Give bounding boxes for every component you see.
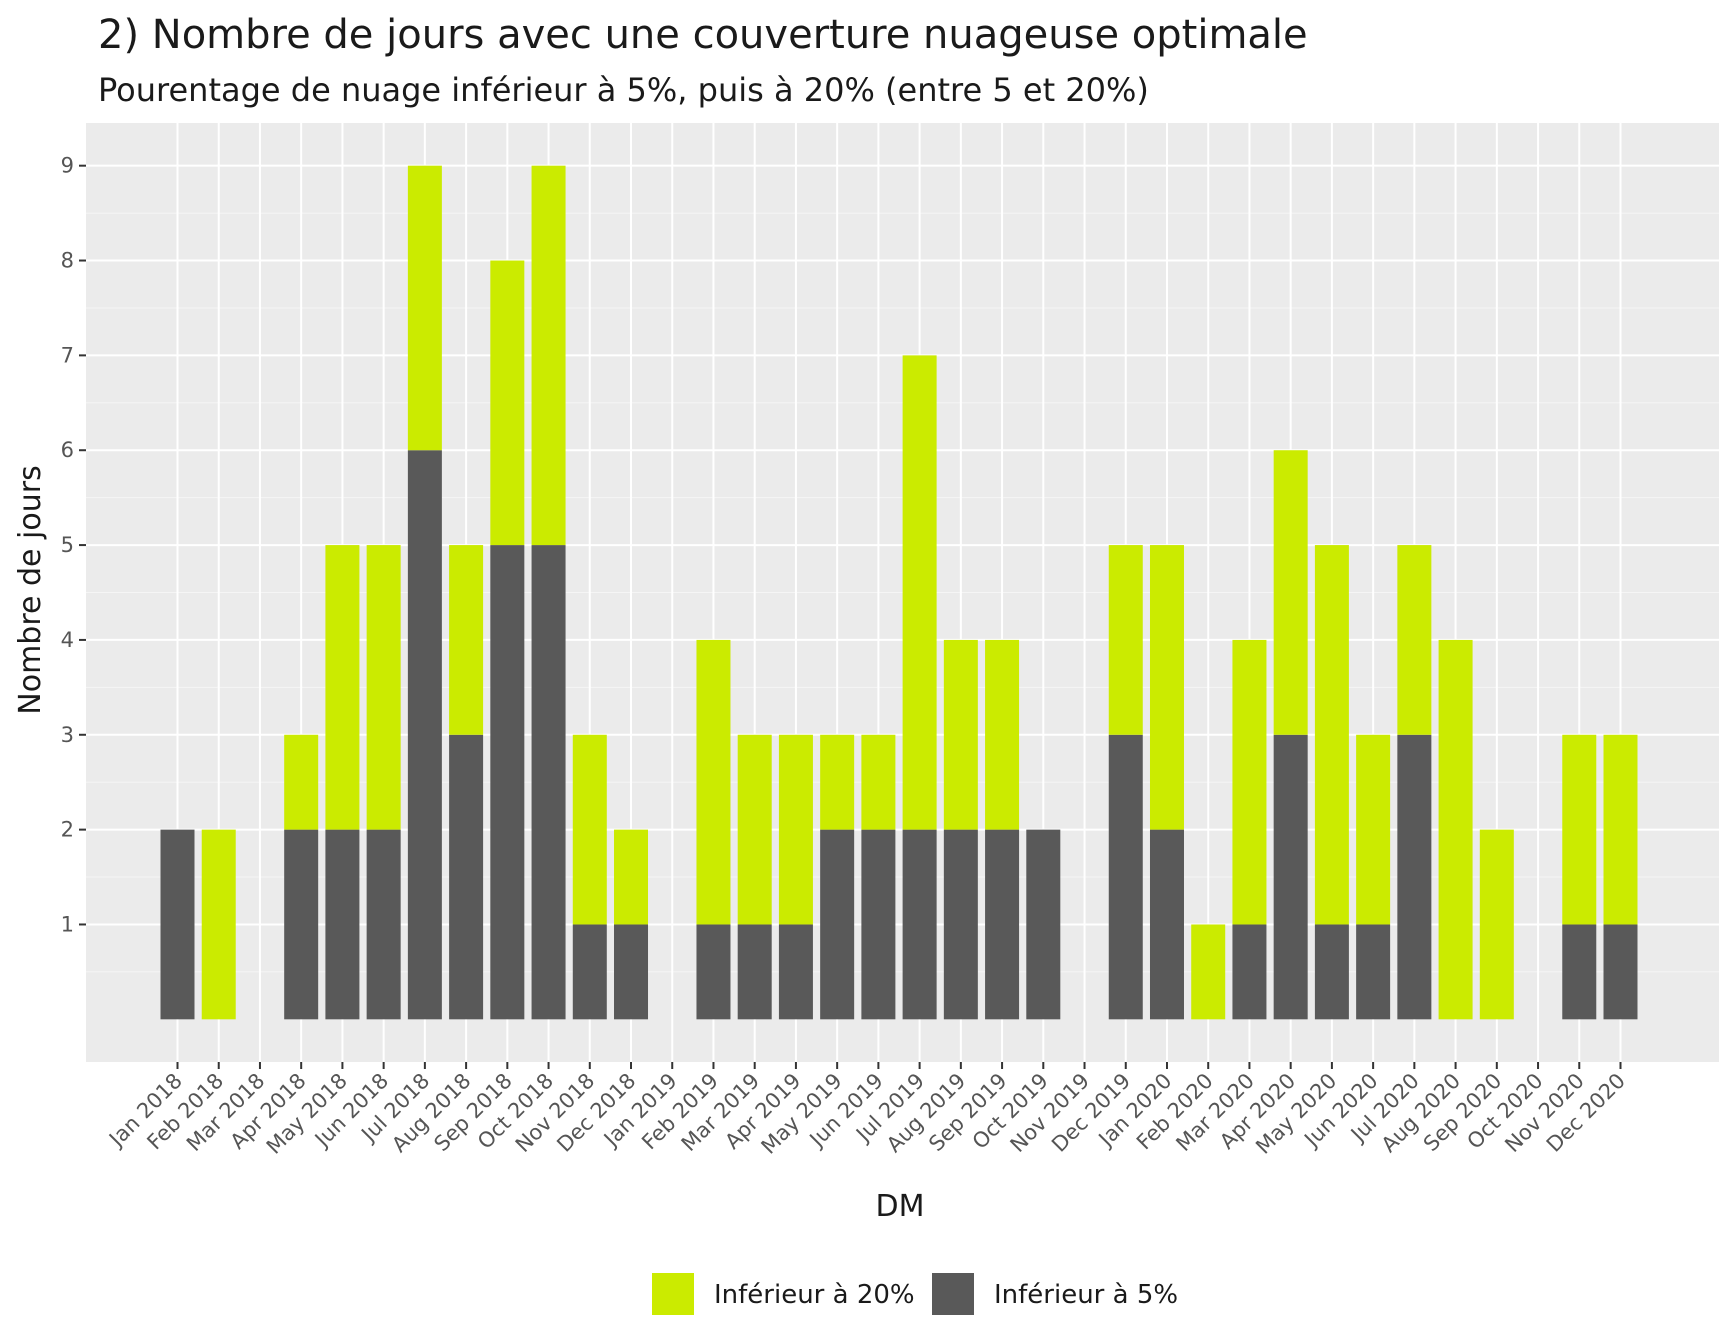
bar-inf20 bbox=[1356, 734, 1391, 925]
y-tick-label: 6 bbox=[61, 438, 74, 462]
bar-inf5 bbox=[572, 924, 607, 1020]
bar-inf20 bbox=[1438, 639, 1473, 1020]
chart-subtitle: Pourentage de nuage inférieur à 5%, puis… bbox=[98, 71, 1149, 109]
bar-inf20 bbox=[407, 165, 442, 451]
y-tick-label: 1 bbox=[61, 912, 74, 936]
bar-inf5 bbox=[614, 924, 649, 1020]
bar-inf20 bbox=[614, 829, 649, 925]
bar-inf20 bbox=[1108, 545, 1143, 735]
bar-inf20 bbox=[1314, 545, 1349, 925]
y-tick-label: 7 bbox=[61, 343, 74, 367]
bar-inf5 bbox=[861, 829, 896, 1020]
legend-label-inf5: Inférieur à 5% bbox=[994, 1280, 1178, 1310]
y-tick-label: 8 bbox=[61, 249, 74, 273]
bar-inf20 bbox=[572, 734, 607, 925]
bar-inf5 bbox=[1397, 734, 1432, 1020]
bar-inf20 bbox=[201, 829, 236, 1020]
y-tick-label: 9 bbox=[61, 154, 74, 178]
y-tick-label: 5 bbox=[61, 533, 74, 557]
bar-inf5 bbox=[407, 450, 442, 1020]
legend-label-inf20: Inférieur à 20% bbox=[714, 1280, 915, 1310]
bar-inf20 bbox=[366, 545, 401, 830]
bar-inf5 bbox=[1314, 924, 1349, 1020]
bar-inf20 bbox=[449, 545, 484, 735]
bar-inf20 bbox=[1191, 924, 1226, 1020]
y-axis: 1 2 3 4 5 6 7 8 9 bbox=[61, 154, 86, 936]
bar-inf5 bbox=[1026, 829, 1061, 1020]
legend: Inférieur à 20% Inférieur à 5% bbox=[652, 1273, 1178, 1315]
bar-inf5 bbox=[325, 829, 360, 1020]
chart-title: 2) Nombre de jours avec une couverture n… bbox=[98, 12, 1308, 58]
bar-inf5 bbox=[1108, 734, 1143, 1020]
legend-key-inf20 bbox=[652, 1273, 694, 1315]
x-axis-title: DM bbox=[876, 1189, 925, 1224]
bar-inf5 bbox=[1603, 924, 1638, 1020]
bar-inf5 bbox=[1562, 924, 1597, 1020]
bar-inf5 bbox=[696, 924, 731, 1020]
bar-inf5 bbox=[1273, 734, 1308, 1020]
bar-inf5 bbox=[737, 924, 772, 1020]
bar-inf20 bbox=[531, 165, 566, 546]
bar-inf5 bbox=[985, 829, 1020, 1020]
bar-inf20 bbox=[943, 639, 978, 830]
bar-inf20 bbox=[696, 639, 731, 925]
bar-inf5 bbox=[778, 924, 813, 1020]
y-tick-label: 4 bbox=[61, 628, 74, 652]
y-tick-label: 2 bbox=[61, 818, 74, 842]
bar-inf20 bbox=[861, 734, 896, 830]
bar-inf20 bbox=[1232, 639, 1267, 925]
bar-inf5 bbox=[284, 829, 319, 1020]
bar-inf5 bbox=[490, 545, 525, 1020]
bars bbox=[160, 165, 1638, 1020]
bar-inf20 bbox=[1562, 734, 1597, 925]
legend-key-inf5 bbox=[932, 1273, 974, 1315]
bar-inf20 bbox=[1149, 545, 1184, 830]
bar-inf20 bbox=[325, 545, 360, 830]
bar-inf20 bbox=[985, 639, 1020, 830]
bar-inf5 bbox=[1356, 924, 1391, 1020]
bar-inf5 bbox=[366, 829, 401, 1020]
y-axis-title: Nombre de jours bbox=[13, 465, 48, 714]
bar-inf20 bbox=[1603, 734, 1638, 925]
bar-inf20 bbox=[1273, 450, 1308, 735]
bar-inf20 bbox=[820, 734, 855, 830]
bar-inf20 bbox=[902, 355, 937, 830]
bar-inf20 bbox=[284, 734, 319, 830]
y-tick-label: 3 bbox=[61, 723, 74, 747]
bar-inf20 bbox=[737, 734, 772, 925]
bar-inf20 bbox=[778, 734, 813, 925]
bar-inf5 bbox=[902, 829, 937, 1020]
bar-inf20 bbox=[1479, 829, 1514, 1020]
bar-inf20 bbox=[490, 260, 525, 546]
bar-inf5 bbox=[449, 734, 484, 1020]
bar-inf5 bbox=[1232, 924, 1267, 1020]
bar-inf5 bbox=[1149, 829, 1184, 1020]
bar-inf20 bbox=[1397, 545, 1432, 735]
bar-inf5 bbox=[820, 829, 855, 1020]
bar-inf5 bbox=[943, 829, 978, 1020]
bar-inf5 bbox=[160, 829, 195, 1020]
bar-inf5 bbox=[531, 545, 566, 1020]
